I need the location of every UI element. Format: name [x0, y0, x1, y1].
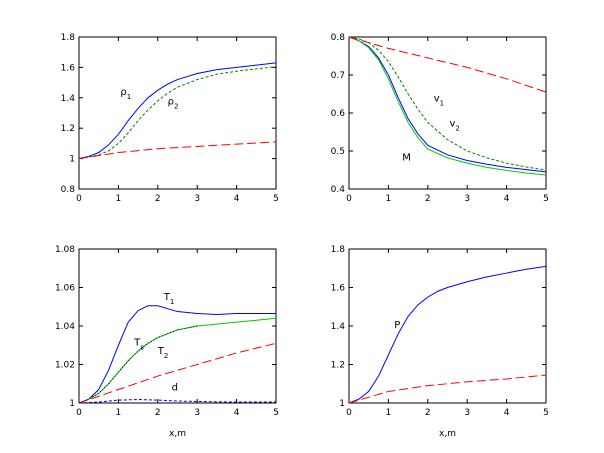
x-tick-label: 3: [194, 408, 200, 418]
annotation-subscript: 1: [127, 93, 131, 101]
x-tick-label: 4: [234, 194, 240, 204]
annotation-label: d: [172, 382, 178, 393]
axes-frame: [78, 36, 277, 190]
y-tick-label: 1.8: [331, 245, 346, 255]
y-tick-label: 1: [339, 399, 345, 409]
x-tick-label: 1: [116, 408, 122, 418]
y-tick-label: 1.02: [55, 361, 75, 371]
annotation-label: ρ2: [168, 97, 179, 111]
annotation-label: T2: [157, 346, 169, 360]
x-tick-label: 1: [386, 408, 392, 418]
series-line-1: [78, 66, 277, 160]
y-tick-label: 1.6: [61, 63, 76, 73]
annotation-label: ρ1: [120, 87, 131, 101]
series-line-0: [78, 62, 277, 160]
annotation-main: T: [133, 337, 141, 348]
series-line-0: [348, 36, 547, 173]
x-tick-label: 2: [425, 408, 431, 418]
annotation-subscript: 1: [170, 298, 174, 306]
annotation-main: v: [434, 94, 440, 105]
y-tick-label: 0.4: [331, 185, 346, 195]
annotation-subscript: 1: [440, 100, 444, 108]
x-tick-label: 5: [543, 408, 549, 418]
series-line-4: [78, 399, 276, 404]
y-tick-label: 1: [69, 399, 75, 409]
annotation-main: ρ: [168, 97, 174, 108]
x-tick-label: 0: [346, 408, 352, 418]
y-tick-label: 0.6: [331, 109, 346, 119]
x-tick-label: 4: [504, 194, 510, 204]
annotation-main: T: [157, 346, 165, 357]
y-tick-label: 1.6: [331, 284, 346, 294]
annotation-main: M: [402, 153, 411, 164]
y-tick-label: 1.2: [331, 361, 345, 371]
x-axis-label: x,m: [169, 429, 186, 439]
annotation-subscript: 2: [174, 103, 178, 111]
annotation-main: T: [163, 292, 171, 303]
series-line-3: [78, 342, 277, 404]
annotation-label: Ts: [133, 337, 144, 351]
x-tick-label: 4: [234, 408, 240, 418]
x-tick-label: 0: [346, 194, 352, 204]
series-line-0: [348, 265, 547, 404]
y-tick-label: 0.8: [331, 33, 346, 43]
x-tick-label: 5: [543, 194, 549, 204]
annotation-main: v: [449, 118, 455, 129]
x-axis-label: x,m: [439, 429, 456, 439]
series-line-0: [78, 305, 276, 404]
annotation-label: v1: [434, 94, 444, 108]
panel-bottom-right: 0 1 2 3 4 511.21.41.61.8x,mP: [331, 245, 549, 439]
x-tick-label: 5: [273, 408, 279, 418]
x-tick-label: 2: [425, 194, 431, 204]
annotation-label: P: [394, 320, 400, 331]
annotation-label: T1: [163, 292, 175, 306]
y-tick-label: 1.4: [331, 322, 346, 332]
series-line-2: [78, 325, 198, 404]
x-tick-label: 1: [386, 194, 392, 204]
y-tick-label: 1.2: [61, 124, 75, 134]
annotation-subscript: 2: [455, 124, 459, 132]
annotation-label: M: [402, 153, 411, 164]
annotation-subscript: s: [140, 343, 144, 351]
panel-top-left: 0 1 2 3 4 50.811.21.41.61.8ρ1 ρ2: [61, 33, 279, 204]
series-line-3: [348, 36, 547, 93]
annotation-label: v2: [449, 118, 459, 132]
x-tick-label: 3: [464, 408, 470, 418]
x-tick-label: 3: [194, 194, 200, 204]
x-tick-label: 3: [464, 194, 470, 204]
y-tick-label: 0.7: [331, 71, 345, 81]
annotation-main: P: [394, 320, 400, 331]
series-line-1: [78, 317, 277, 404]
x-tick-label: 0: [76, 408, 82, 418]
series-line-2: [78, 141, 277, 160]
series-line-1: [348, 36, 547, 176]
y-tick-label: 1.4: [61, 94, 76, 104]
x-tick-label: 1: [116, 194, 122, 204]
y-tick-label: 0.5: [331, 147, 345, 157]
annotation-main: ρ: [120, 87, 126, 98]
y-tick-label: 1: [69, 155, 75, 165]
series-line-1: [348, 374, 547, 404]
x-tick-label: 2: [155, 408, 161, 418]
x-tick-label: 0: [76, 194, 82, 204]
x-tick-label: 5: [273, 194, 279, 204]
y-tick-label: 1.04: [55, 322, 75, 332]
annotation-main: d: [172, 382, 178, 393]
y-tick-label: 0.8: [61, 185, 76, 195]
annotation-subscript: 2: [164, 352, 168, 360]
x-tick-label: 2: [155, 194, 161, 204]
y-tick-label: 1.8: [61, 33, 76, 43]
x-tick-label: 4: [504, 408, 510, 418]
y-tick-label: 1.08: [55, 245, 75, 255]
y-tick-label: 1.06: [55, 284, 75, 294]
